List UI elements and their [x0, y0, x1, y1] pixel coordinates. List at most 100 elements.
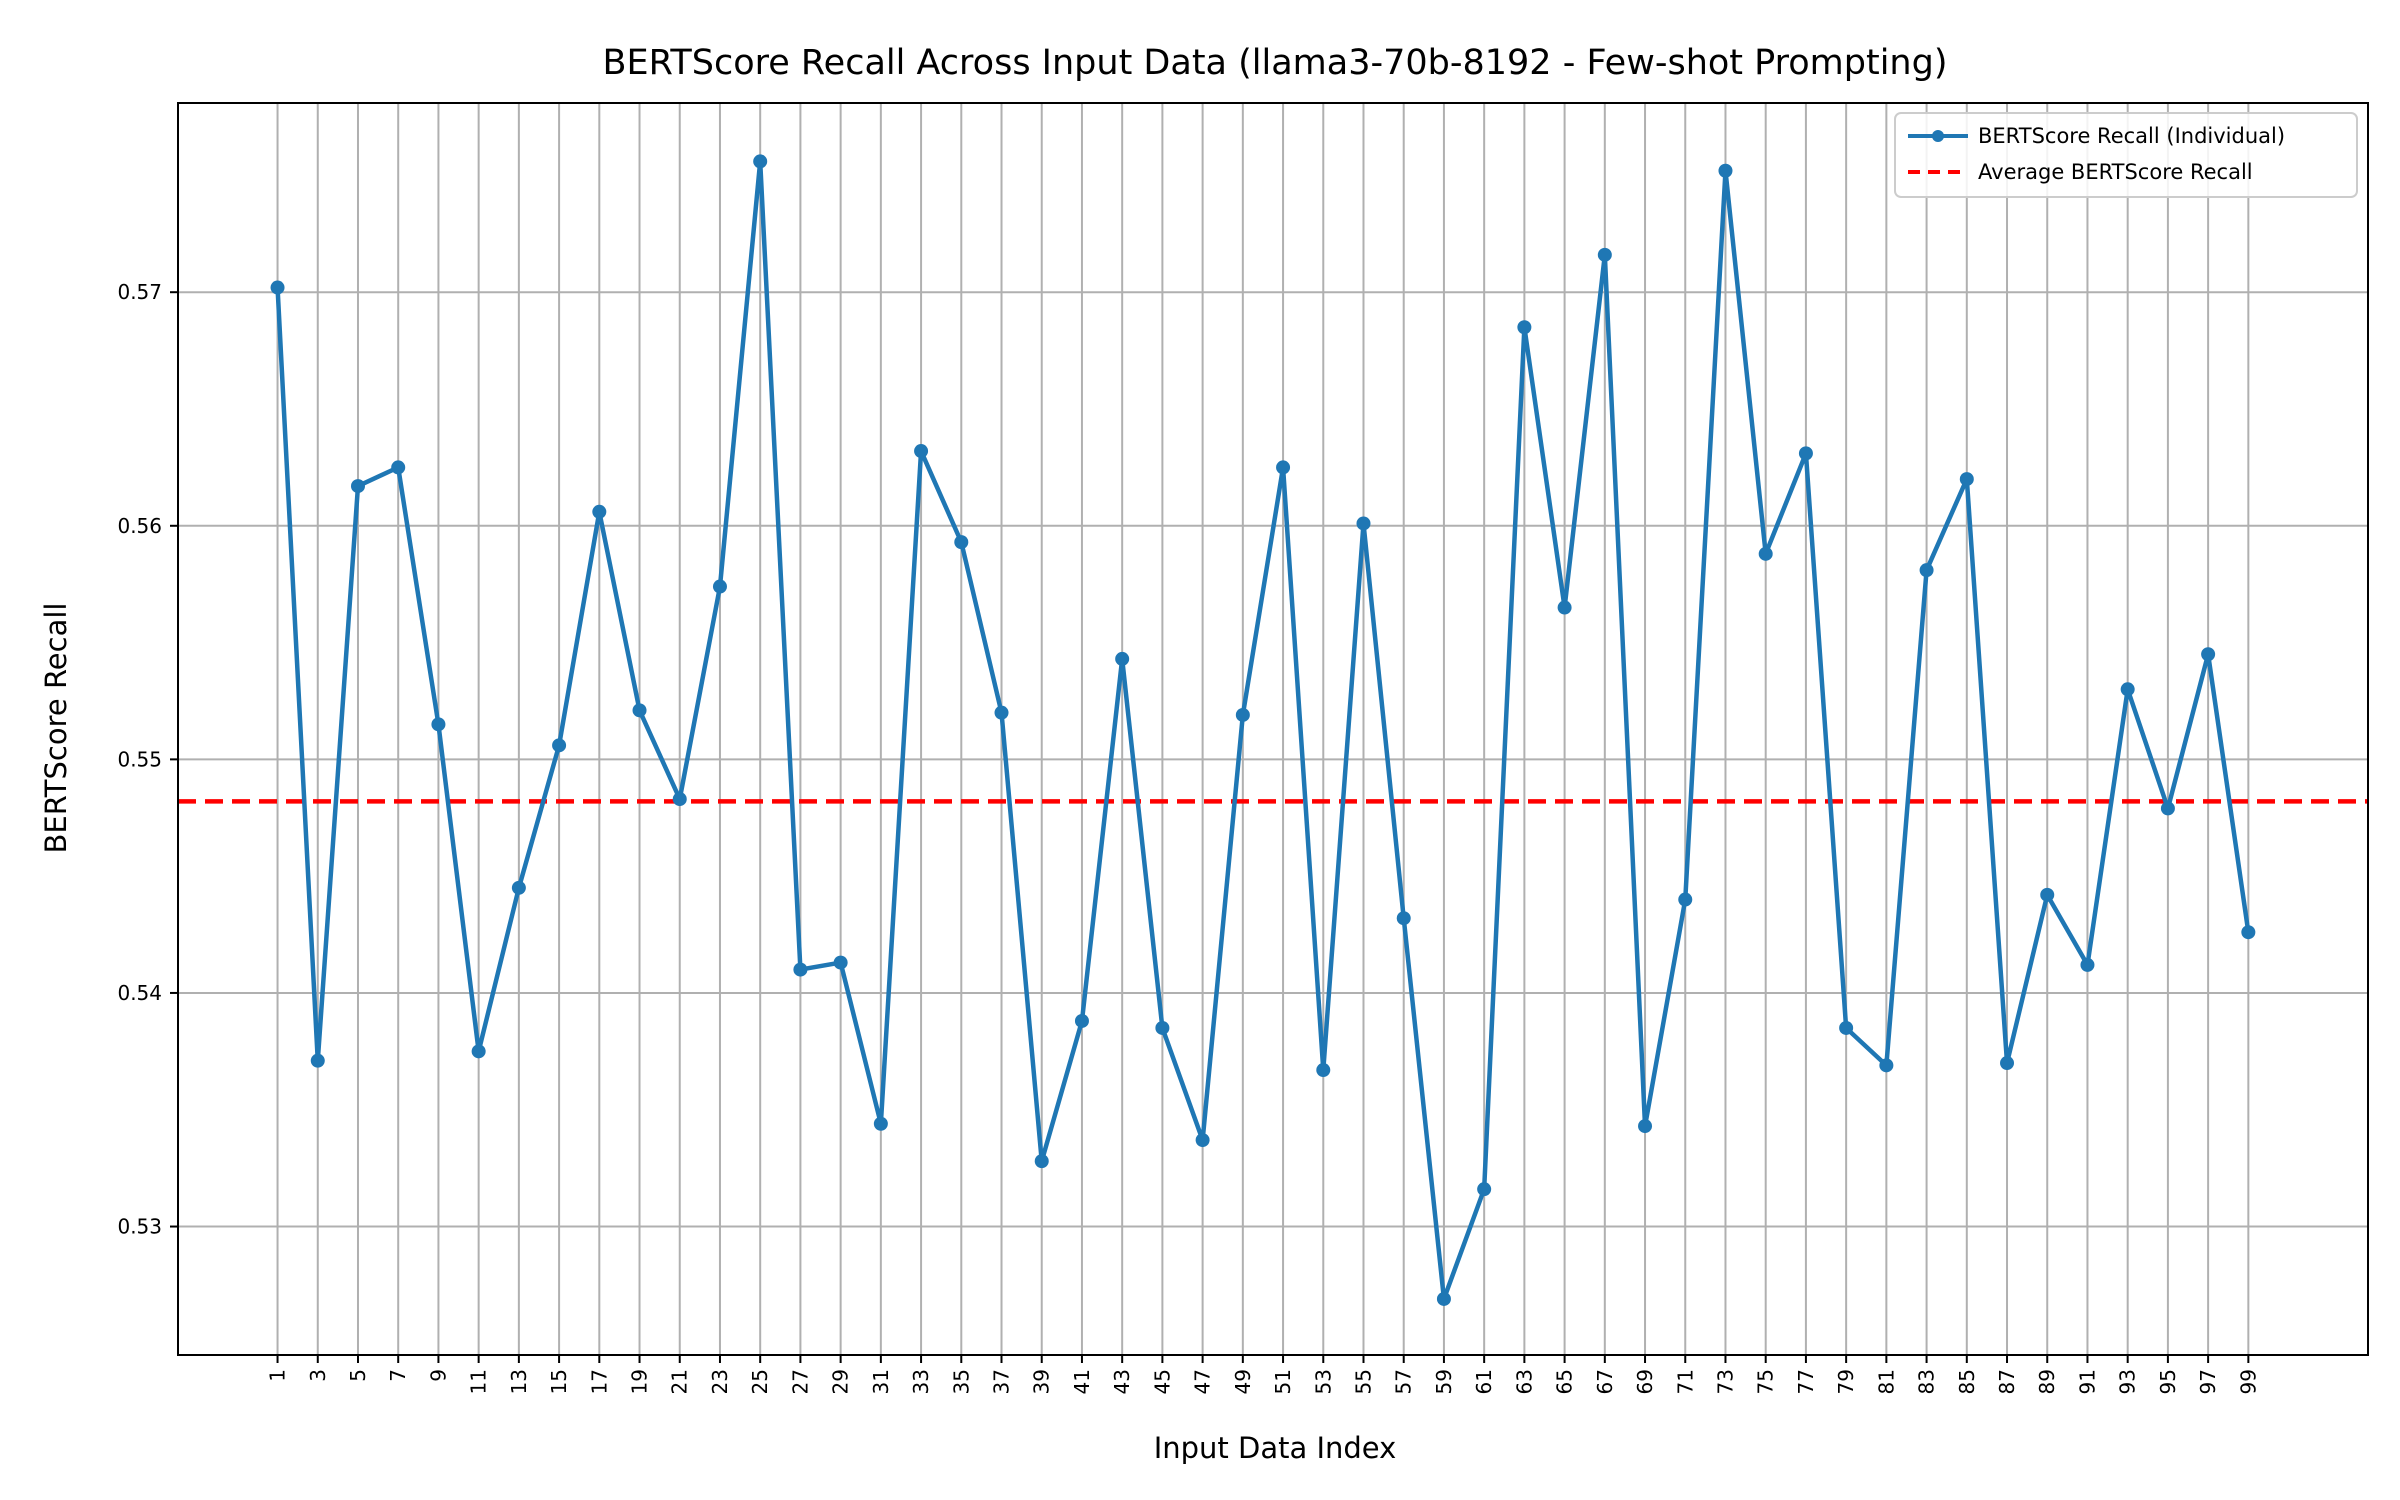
data-point	[1034, 1154, 1049, 1169]
x-tick-label: 85	[1955, 1369, 1979, 1394]
data-point	[833, 955, 848, 970]
x-tick-label: 69	[1633, 1369, 1657, 1394]
x-tick-label: 45	[1150, 1369, 1174, 1394]
x-tick-label: 47	[1191, 1369, 1215, 1394]
x-tick-label: 13	[507, 1369, 531, 1394]
y-tick-label: 0.57	[117, 280, 162, 304]
x-tick-label: 55	[1351, 1369, 1375, 1394]
data-point	[2080, 957, 2095, 972]
x-tick-label: 93	[2116, 1369, 2140, 1394]
x-tick-label: 71	[1673, 1369, 1697, 1394]
data-point	[310, 1053, 325, 1068]
series-layer	[270, 154, 2256, 1306]
data-point	[1839, 1020, 1854, 1035]
series-line-individual	[275, 159, 2251, 1302]
data-point	[1638, 1119, 1653, 1134]
x-tick-label: 41	[1070, 1369, 1094, 1394]
x-tick-label: 75	[1754, 1369, 1778, 1394]
legend-label-individual: BERTScore Recall (Individual)	[1978, 124, 2285, 148]
x-tick-label: 25	[748, 1369, 772, 1394]
data-point	[2120, 682, 2135, 697]
data-point	[1316, 1063, 1331, 1078]
x-tick-label: 19	[628, 1369, 652, 1394]
x-tick-label: 59	[1432, 1369, 1456, 1394]
x-tick-layer: 1 3 5 7 9 11 13 15 17 19 21 23 25 27 29 31 33 35 37 39 41 43 4…	[266, 1355, 2260, 1394]
x-tick-label: 63	[1512, 1369, 1536, 1394]
data-point	[1356, 516, 1371, 531]
data-point	[431, 717, 446, 732]
x-tick-label: 51	[1271, 1369, 1295, 1394]
x-tick-label: 3	[306, 1369, 330, 1382]
data-point	[1195, 1133, 1210, 1148]
data-point	[1235, 707, 1250, 722]
data-point	[2201, 647, 2216, 662]
data-point	[954, 535, 969, 550]
x-tick-label: 77	[1794, 1369, 1818, 1394]
data-point	[793, 962, 808, 977]
data-point	[1517, 320, 1532, 335]
x-tick-label: 5	[346, 1369, 370, 1382]
x-tick-label: 9	[426, 1369, 450, 1382]
data-point	[1959, 472, 1974, 487]
x-tick-label: 35	[949, 1369, 973, 1394]
data-point	[350, 479, 365, 494]
x-tick-label: 21	[668, 1369, 692, 1394]
data-point	[1115, 651, 1130, 666]
data-point	[391, 460, 406, 475]
x-tick-label: 11	[467, 1369, 491, 1394]
x-tick-label: 1	[266, 1369, 290, 1382]
data-point	[1276, 460, 1291, 475]
data-point	[1477, 1182, 1492, 1197]
x-tick-label: 17	[587, 1369, 611, 1394]
x-tick-label: 89	[2035, 1369, 2059, 1394]
data-point	[994, 705, 1009, 720]
data-point	[1074, 1013, 1089, 1028]
x-tick-label: 61	[1472, 1369, 1496, 1394]
data-point	[511, 880, 526, 895]
data-point	[873, 1116, 888, 1131]
x-tick-label: 15	[547, 1369, 571, 1394]
data-point	[753, 154, 768, 169]
y-axis-label: BERTScore Recall	[39, 603, 73, 854]
y-tick-label: 0.54	[117, 981, 162, 1005]
x-tick-label: 67	[1593, 1369, 1617, 1394]
x-tick-label: 99	[2236, 1369, 2260, 1394]
x-tick-label: 95	[2156, 1369, 2180, 1394]
data-point	[1436, 1291, 1451, 1306]
grid-layer	[178, 103, 2368, 1355]
data-point	[672, 792, 687, 807]
y-tick-label: 0.55	[117, 747, 162, 771]
x-tick-label: 65	[1553, 1369, 1577, 1394]
data-point	[632, 703, 647, 718]
x-tick-label: 83	[1915, 1369, 1939, 1394]
x-tick-label: 37	[990, 1369, 1014, 1394]
y-tick-layer: 0.53 0.54 0.55 0.56 0.57	[117, 280, 178, 1239]
y-tick-label: 0.56	[117, 514, 162, 538]
x-axis-label: Input Data Index	[1154, 1431, 1397, 1465]
x-tick-label: 49	[1231, 1369, 1255, 1394]
x-tick-label: 73	[1713, 1369, 1737, 1394]
data-point	[1879, 1058, 1894, 1073]
data-point	[471, 1044, 486, 1059]
data-point	[592, 504, 607, 519]
y-tick-label: 0.53	[117, 1215, 162, 1239]
x-tick-label: 23	[708, 1369, 732, 1394]
data-point	[914, 444, 929, 459]
x-tick-label: 33	[909, 1369, 933, 1394]
x-tick-label: 57	[1392, 1369, 1416, 1394]
x-tick-label: 27	[788, 1369, 812, 1394]
legend-marker-individual	[1932, 130, 1944, 142]
data-point	[2040, 887, 2055, 902]
x-tick-label: 7	[386, 1369, 410, 1382]
data-point	[2000, 1056, 2015, 1071]
data-point	[712, 579, 727, 594]
data-point	[270, 280, 285, 295]
legend-box	[1894, 112, 2358, 198]
x-tick-label: 79	[1834, 1369, 1858, 1394]
x-tick-label: 87	[1995, 1369, 2019, 1394]
data-point	[1798, 446, 1813, 461]
x-tick-label: 31	[869, 1369, 893, 1394]
